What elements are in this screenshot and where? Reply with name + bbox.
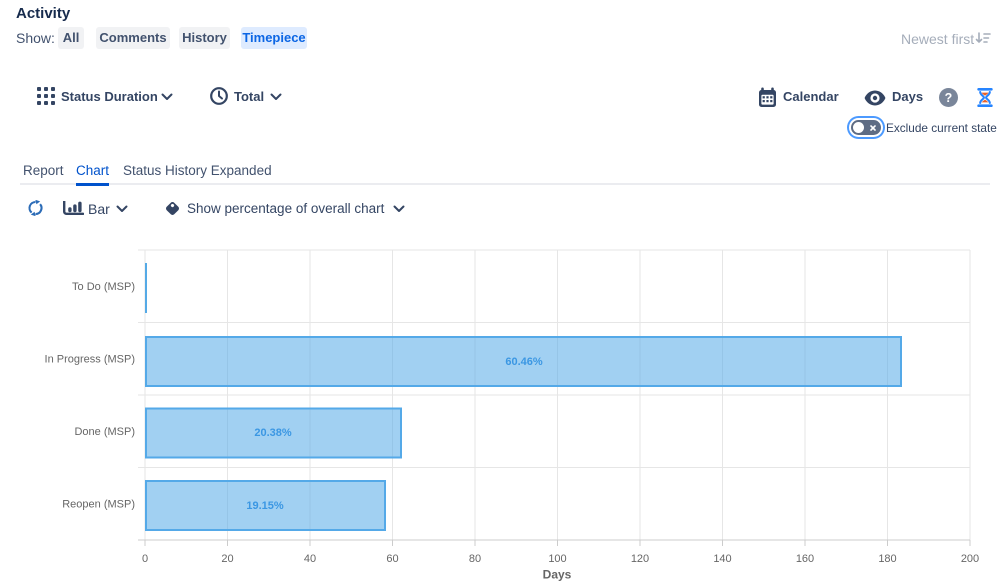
svg-text:In Progress (MSP): In Progress (MSP) [45,354,135,366]
svg-text:180: 180 [878,553,896,565]
svg-text:To Do (MSP): To Do (MSP) [72,281,135,293]
svg-text:60.46%: 60.46% [505,356,543,368]
svg-text:Reopen (MSP): Reopen (MSP) [62,499,135,511]
svg-text:19.15%: 19.15% [246,500,284,512]
svg-text:Days: Days [543,568,572,582]
svg-text:100: 100 [548,553,566,565]
svg-text:?: ? [945,91,953,105]
svg-text:20: 20 [221,553,233,565]
svg-text:120: 120 [631,553,649,565]
svg-text:40: 40 [304,553,316,565]
svg-text:20.38%: 20.38% [254,427,292,439]
svg-text:160: 160 [796,553,814,565]
svg-text:80: 80 [469,553,481,565]
svg-text:200: 200 [961,553,979,565]
svg-text:0: 0 [142,553,148,565]
svg-text:140: 140 [713,553,731,565]
svg-text:60: 60 [386,553,398,565]
svg-text:Done (MSP): Done (MSP) [74,426,135,438]
